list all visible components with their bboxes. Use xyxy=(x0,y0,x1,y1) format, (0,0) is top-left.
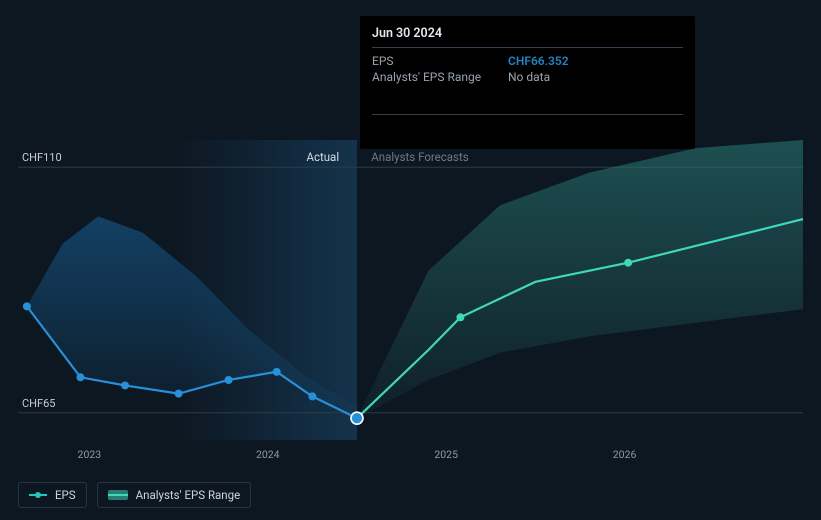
tooltip-row-eps: EPS CHF66.352 xyxy=(372,54,683,68)
legend-swatch-eps xyxy=(29,492,47,498)
y-axis-label: CHF65 xyxy=(22,397,55,410)
legend-swatch-range xyxy=(108,490,128,500)
region-label-actual: Actual xyxy=(306,150,339,164)
x-axis-label: 2025 xyxy=(434,448,458,461)
tooltip-divider xyxy=(372,47,683,48)
tooltip-divider xyxy=(372,114,683,115)
legend-item-eps[interactable]: EPS xyxy=(18,482,87,508)
chart-tooltip: Jun 30 2024 EPS CHF66.352 Analysts' EPS … xyxy=(360,16,695,149)
tooltip-label: EPS xyxy=(372,54,490,68)
legend-label: EPS xyxy=(55,488,76,502)
x-axis-label: 2023 xyxy=(78,448,102,461)
region-label-forecast: Analysts Forecasts xyxy=(371,150,468,164)
x-axis-label: 2024 xyxy=(256,448,280,461)
chart-legend: EPS Analysts' EPS Range xyxy=(18,482,251,508)
tooltip-value: No data xyxy=(508,70,550,84)
x-axis-label: 2026 xyxy=(613,448,637,461)
tooltip-value: CHF66.352 xyxy=(508,54,569,68)
tooltip-label: Analysts' EPS Range xyxy=(372,70,490,84)
legend-item-range[interactable]: Analysts' EPS Range xyxy=(97,482,252,508)
tooltip-title: Jun 30 2024 xyxy=(372,26,683,41)
tooltip-row-range: Analysts' EPS Range No data xyxy=(372,70,683,84)
legend-label: Analysts' EPS Range xyxy=(136,488,241,502)
y-axis-label: CHF110 xyxy=(22,151,62,164)
